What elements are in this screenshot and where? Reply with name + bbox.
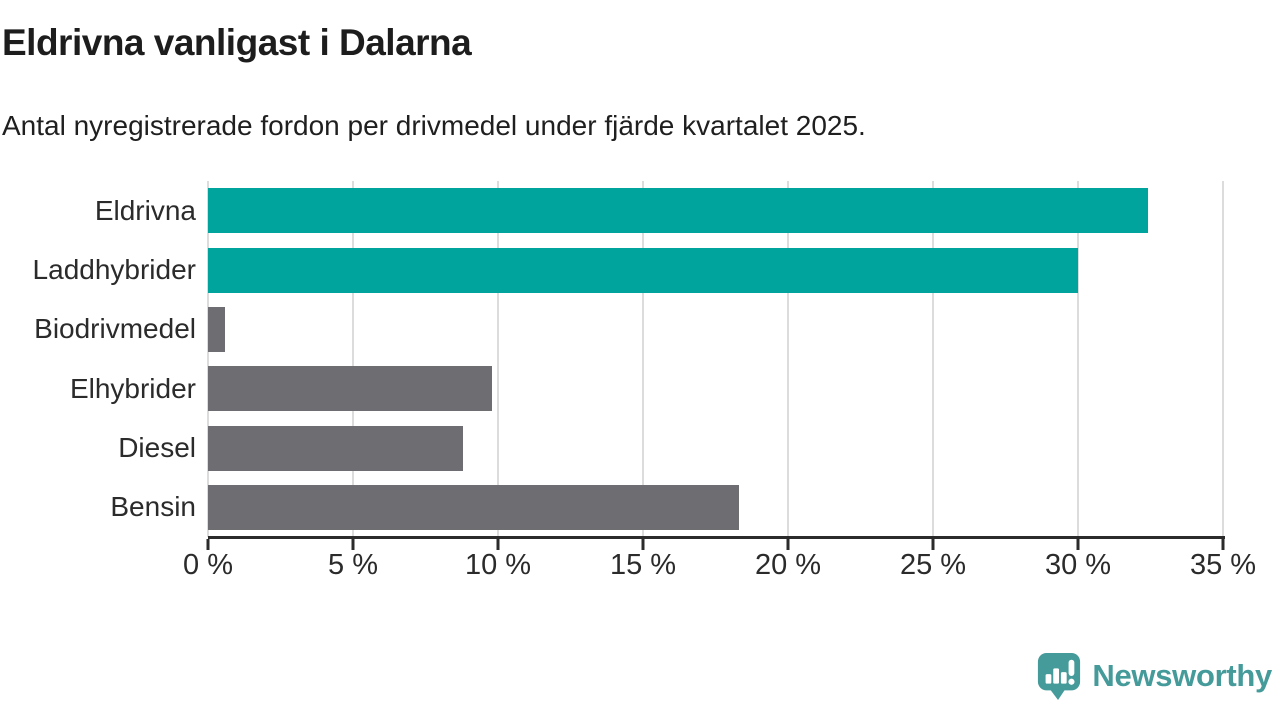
newsworthy-brand-text: Newsworthy <box>1092 658 1272 693</box>
gridline <box>497 181 499 537</box>
gridline <box>1222 181 1224 537</box>
x-tick <box>351 539 355 550</box>
plot-area <box>207 181 1224 537</box>
bar-bensin <box>208 484 739 530</box>
gridline <box>932 181 934 537</box>
x-tick-label: 20 % <box>754 549 822 581</box>
gridline <box>642 181 644 537</box>
x-tick <box>1221 539 1225 550</box>
gridline <box>787 181 789 537</box>
x-tick <box>1076 539 1080 550</box>
bar-laddhybrider <box>208 247 1078 293</box>
x-tick-label: 5 % <box>328 549 378 581</box>
bar-biodrivmedel <box>208 306 226 352</box>
x-tick-label: 0 % <box>183 549 233 581</box>
category-label: Diesel <box>118 432 196 463</box>
bar-diesel <box>208 425 464 471</box>
gridline <box>207 181 209 537</box>
x-tick-label: 15 % <box>609 549 677 581</box>
x-tick <box>931 539 935 550</box>
x-tick <box>206 539 210 550</box>
category-label: Bensin <box>110 491 196 523</box>
x-tick <box>786 539 790 550</box>
bar-chart: Eldrivna Laddhybrider Biodrivmedel Elhybrid… <box>0 181 1280 591</box>
x-tick <box>496 539 500 550</box>
category-label: Laddhybrider <box>32 254 196 285</box>
x-tick-label: 35 % <box>1189 549 1257 581</box>
page-title: Eldrivna vanligast i Dalarna <box>2 22 472 63</box>
category-label: Biodrivmedel <box>34 313 196 345</box>
page-subtitle: Antal nyregistrerade fordon per drivmede… <box>2 110 866 141</box>
bar-eldrivna <box>208 188 1148 234</box>
x-axis-line <box>208 536 1225 539</box>
bar-elhybrider <box>208 366 493 412</box>
newsworthy-logo: Newsworthy <box>1036 652 1272 700</box>
x-tick-label: 25 % <box>899 549 967 581</box>
gridline <box>352 181 354 537</box>
category-label: Elhybrider <box>69 372 196 404</box>
x-tick-label: 30 % <box>1044 549 1112 581</box>
category-label: Eldrivna <box>94 194 196 226</box>
category-labels: Eldrivna Laddhybrider Biodrivmedel Elhybrid… <box>0 181 196 537</box>
newsworthy-logo-icon <box>1038 653 1081 700</box>
x-tick <box>641 539 645 550</box>
gridline <box>1077 181 1079 537</box>
x-tick-label: 10 % <box>464 549 532 581</box>
